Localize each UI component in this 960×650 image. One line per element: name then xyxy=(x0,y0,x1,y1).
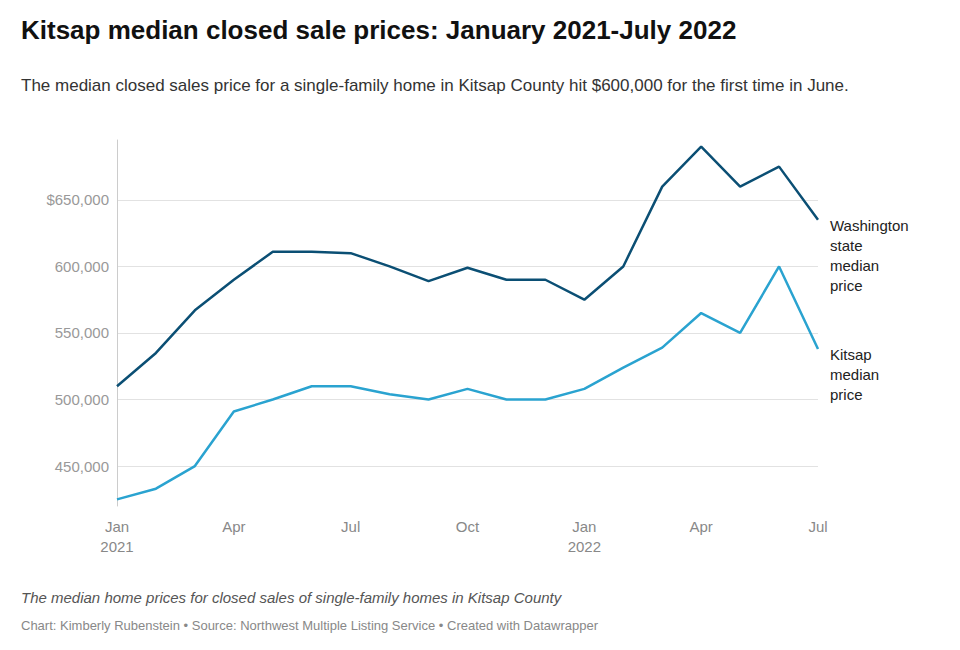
svg-text:500,000: 500,000 xyxy=(55,391,109,408)
svg-text:Jan: Jan xyxy=(105,518,129,535)
svg-text:550,000: 550,000 xyxy=(55,324,109,341)
svg-text:Kitsap: Kitsap xyxy=(830,346,872,363)
svg-text:Apr: Apr xyxy=(689,518,712,535)
svg-text:Kitsap median closed sale pric: Kitsap median closed sale prices: Januar… xyxy=(21,15,736,45)
svg-text:450,000: 450,000 xyxy=(55,458,109,475)
svg-text:Apr: Apr xyxy=(222,518,245,535)
svg-text:2022: 2022 xyxy=(568,538,601,555)
svg-text:Chart: Kimberly Rubenstein • S: Chart: Kimberly Rubenstein • Source: Nor… xyxy=(21,618,599,633)
svg-text:The median home prices for clo: The median home prices for closed sales … xyxy=(21,589,563,606)
svg-text:state: state xyxy=(830,237,863,254)
svg-text:median: median xyxy=(830,366,879,383)
svg-text:2021: 2021 xyxy=(100,538,133,555)
svg-text:Jul: Jul xyxy=(341,518,360,535)
svg-text:Oct: Oct xyxy=(456,518,480,535)
svg-text:price: price xyxy=(830,386,863,403)
svg-text:The median closed sales price: The median closed sales price for a sing… xyxy=(21,76,849,95)
svg-text:median: median xyxy=(830,257,879,274)
svg-text:600,000: 600,000 xyxy=(55,258,109,275)
svg-text:Jul: Jul xyxy=(808,518,827,535)
svg-text:price: price xyxy=(830,277,863,294)
svg-text:Washington: Washington xyxy=(830,217,909,234)
svg-text:Jan: Jan xyxy=(572,518,596,535)
svg-text:$650,000: $650,000 xyxy=(46,191,109,208)
